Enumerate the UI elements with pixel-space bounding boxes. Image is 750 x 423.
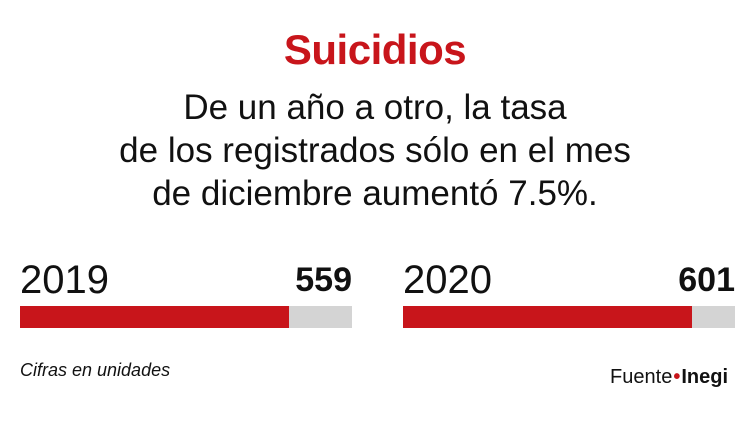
source-dot: •	[673, 366, 681, 388]
chart-subtitle: De un año a otro, la tasa de los registr…	[0, 86, 750, 215]
subtitle-line: De un año a otro, la tasa	[183, 88, 567, 127]
source-credit: Fuente•Inegi	[610, 366, 728, 389]
chart-title: Suicidios	[283, 26, 467, 73]
subtitle-line: de diciembre aumentó 7.5%.	[152, 174, 598, 213]
bar-fill-2019	[20, 306, 289, 328]
source-label: Fuente	[610, 366, 673, 388]
bar-panel-2019: 2019 559	[20, 258, 352, 332]
units-note: Cifras en unidades	[20, 360, 171, 380]
bar-fill-2020	[403, 306, 693, 328]
bar-track	[20, 306, 352, 328]
category-label: 2020	[403, 258, 492, 302]
bar-panel-2020: 2020 601	[403, 258, 735, 332]
bar-track	[403, 306, 735, 328]
value-label: 559	[295, 261, 352, 299]
source-org: Inegi	[681, 366, 728, 388]
category-label: 2019	[20, 258, 109, 302]
subtitle-line: de los registrados sólo en el mes	[119, 131, 631, 170]
value-label: 601	[678, 261, 735, 299]
